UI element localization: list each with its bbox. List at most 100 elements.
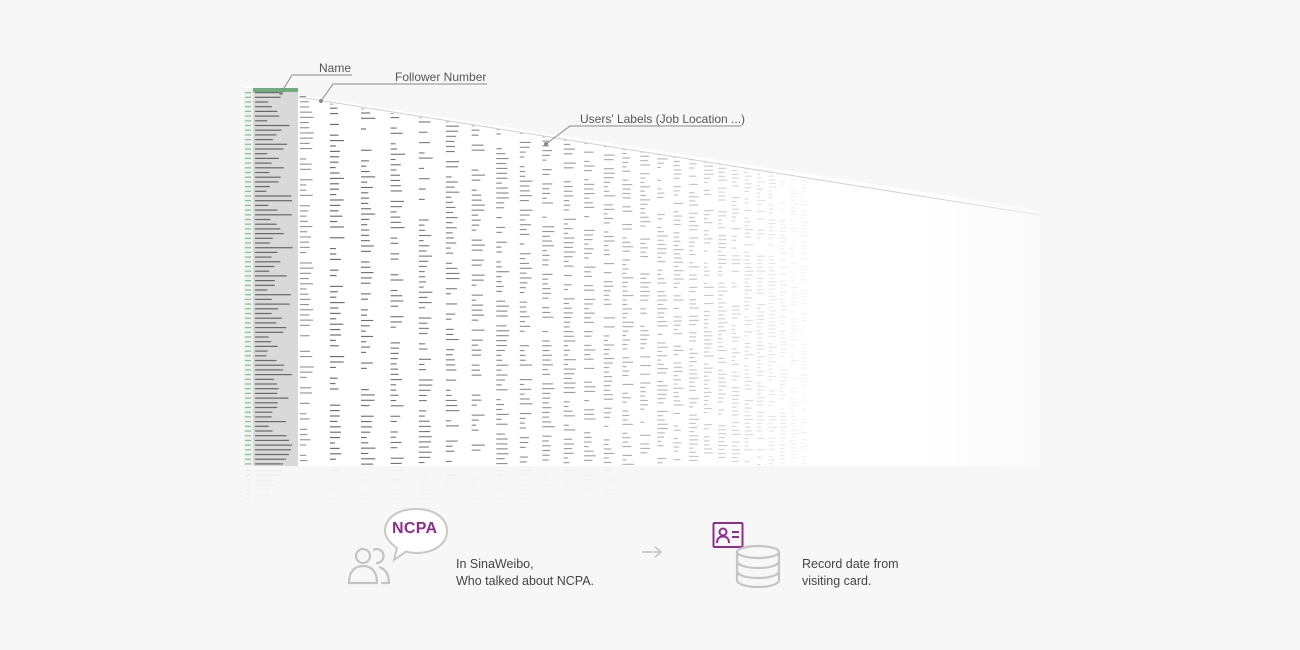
label-cell-mark (542, 445, 551, 447)
label-cell-mark (689, 192, 695, 194)
label-cell-mark (657, 252, 667, 254)
follower-cell-mark (300, 278, 309, 280)
label-cell-mark (390, 420, 397, 423)
follower-cell-mark (300, 168, 312, 170)
label-cell-mark (689, 373, 697, 375)
label-cell-mark (361, 240, 370, 242)
label-cell-mark (471, 229, 477, 231)
label-cell-mark (622, 459, 627, 461)
label-cell-mark (445, 293, 452, 295)
label-cell-mark (496, 187, 508, 189)
label-cell-mark (496, 290, 503, 292)
label-cell-mark (657, 196, 664, 198)
label-cell-mark (640, 395, 645, 397)
label-cell-mark (542, 364, 554, 366)
label-cell-mark (542, 421, 552, 423)
name-cell-mark (255, 242, 270, 244)
label-cell-mark (542, 245, 554, 247)
row-number-mark (245, 233, 251, 235)
label-cell-mark (584, 344, 592, 346)
name-cell-mark (255, 345, 278, 347)
label-cell-mark (563, 185, 573, 188)
label-cell-mark (418, 369, 427, 371)
label-cell-mark (603, 339, 608, 342)
label-cell-mark (445, 196, 452, 198)
label-cell-mark (584, 317, 592, 319)
label-cell-mark (584, 358, 594, 360)
follower-cell-mark (300, 194, 313, 196)
label-cell-mark (673, 223, 681, 225)
row-number-mark (245, 134, 251, 136)
label-cell-mark (390, 242, 399, 244)
label-cell-mark (471, 444, 485, 446)
label-cell-mark (496, 153, 506, 155)
label-cell-mark (584, 239, 593, 241)
callout-leaders (279, 74, 741, 146)
label-cell-mark (603, 181, 611, 183)
label-cell-mark (563, 377, 572, 379)
row-number-mark (245, 181, 251, 183)
row-number-mark (245, 453, 251, 456)
label-cell-mark (563, 246, 573, 248)
label-cell-mark (390, 179, 401, 182)
label-cell-mark (657, 457, 667, 460)
row-number-mark (245, 345, 251, 347)
label-cell-mark (330, 145, 336, 147)
label-cell-mark (603, 263, 615, 265)
label-cell-mark (471, 399, 482, 401)
name-cell-mark (255, 312, 272, 315)
label-cell-mark (640, 225, 646, 227)
label-cell-mark (622, 290, 628, 292)
label-cell-mark (563, 443, 575, 445)
label-cell-mark (445, 247, 451, 249)
name-cell-mark (255, 143, 287, 145)
label-cell-mark (496, 172, 508, 174)
label-cell-mark (657, 261, 666, 263)
label-cell-mark (603, 452, 615, 455)
label-cell-mark (496, 344, 507, 347)
row-number-mark (245, 322, 251, 324)
label-cell-mark (471, 354, 482, 356)
label-cell-mark (657, 278, 665, 280)
label-cell-mark (445, 445, 453, 447)
label-cell-mark (418, 291, 433, 293)
label-cell-mark (640, 404, 648, 406)
label-cell-mark (563, 335, 575, 337)
label-cell-mark (330, 366, 336, 368)
label-cell-mark (622, 374, 629, 377)
label-cell-mark (673, 442, 682, 444)
follower-cell-mark (300, 205, 310, 207)
label-cell-mark (603, 326, 615, 328)
label-cell-mark (542, 345, 552, 347)
label-cell-mark (584, 197, 590, 199)
label-cell-mark (603, 235, 614, 238)
label-cell-mark (330, 404, 341, 406)
label-cell-mark (519, 393, 525, 395)
row-number-mark (245, 106, 251, 108)
row-number-mark (245, 256, 251, 258)
label-cell-mark (622, 423, 633, 425)
label-cell-mark (445, 333, 454, 335)
label-cell-mark (445, 191, 460, 193)
label-cell-mark (361, 341, 367, 343)
label-cell-mark (519, 185, 530, 187)
label-cell-mark (361, 128, 366, 130)
label-cell-mark (657, 295, 667, 297)
name-cell-mark (255, 275, 287, 277)
label-cell-mark (584, 354, 591, 356)
follower-cell-mark (300, 293, 309, 295)
label-cell-mark (390, 117, 400, 119)
name-cell-mark (255, 298, 272, 300)
label-cell-mark (330, 269, 339, 271)
label-cell-mark (445, 338, 459, 341)
label-cell-mark (657, 342, 666, 344)
label-cell-mark (519, 350, 525, 352)
label-cell-mark (640, 164, 650, 166)
label-cell-mark (584, 257, 589, 259)
label-cell-mark (445, 130, 459, 132)
label-cell-mark (390, 237, 398, 239)
label-cell-mark (584, 229, 595, 231)
label-cell-mark (330, 107, 338, 109)
label-cell-mark (445, 217, 458, 219)
label-cell-mark (390, 143, 396, 145)
